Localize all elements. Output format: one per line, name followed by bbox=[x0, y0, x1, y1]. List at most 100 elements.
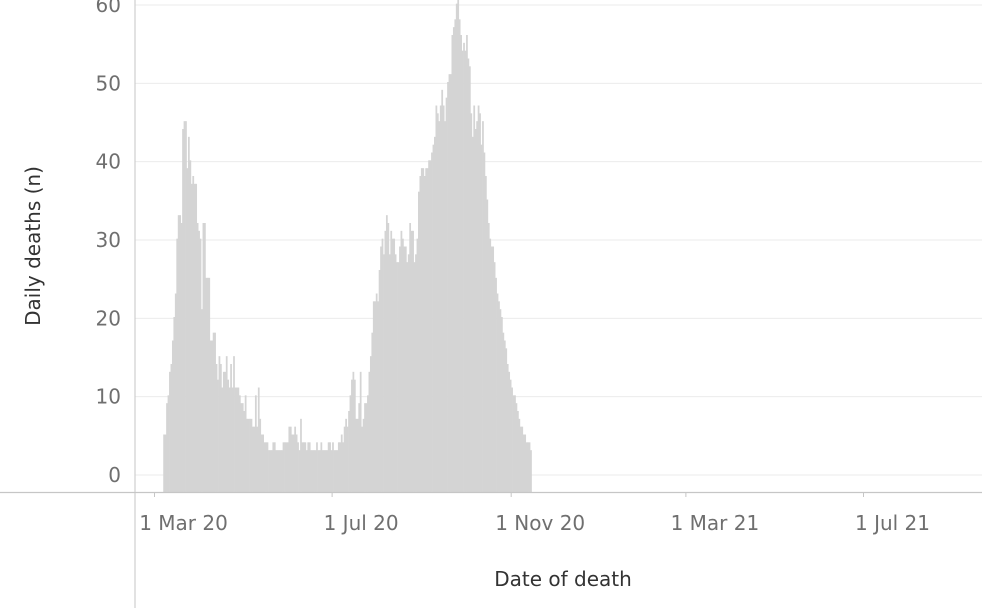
bar bbox=[335, 450, 337, 492]
bar bbox=[480, 144, 483, 493]
bar bbox=[254, 395, 257, 492]
bar bbox=[195, 183, 198, 492]
bar bbox=[237, 387, 240, 492]
bar bbox=[209, 340, 212, 492]
bar bbox=[343, 426, 346, 492]
bar bbox=[317, 450, 320, 492]
bar bbox=[234, 387, 237, 492]
bar bbox=[387, 223, 390, 492]
bar bbox=[238, 395, 241, 492]
bar bbox=[506, 364, 509, 492]
y-axis-title: Daily deaths (n) bbox=[21, 166, 45, 326]
bar bbox=[300, 418, 302, 492]
bar bbox=[436, 113, 439, 492]
bar bbox=[337, 442, 340, 492]
bar bbox=[367, 395, 369, 492]
bar bbox=[326, 450, 329, 492]
bar bbox=[362, 418, 365, 492]
bar bbox=[401, 238, 404, 492]
bar bbox=[301, 442, 304, 492]
bar bbox=[530, 450, 532, 492]
bar bbox=[185, 121, 187, 493]
bar bbox=[514, 395, 516, 492]
bar bbox=[397, 262, 400, 492]
bar bbox=[399, 246, 401, 492]
bar bbox=[471, 136, 474, 492]
bar bbox=[346, 426, 349, 492]
bar bbox=[375, 293, 378, 492]
y-tick-label: 60 bbox=[96, 0, 121, 17]
bar bbox=[340, 434, 343, 492]
bar bbox=[415, 254, 417, 492]
bar bbox=[361, 426, 363, 492]
bar bbox=[447, 82, 449, 492]
bar bbox=[441, 89, 444, 492]
bar bbox=[353, 379, 356, 492]
bar bbox=[486, 199, 489, 492]
bar bbox=[369, 356, 372, 492]
bar bbox=[324, 450, 327, 492]
bar bbox=[294, 426, 297, 492]
bar bbox=[202, 223, 205, 492]
bar bbox=[358, 403, 361, 492]
bar bbox=[528, 442, 531, 492]
bar bbox=[498, 301, 500, 492]
bar bbox=[420, 168, 423, 493]
bar bbox=[502, 332, 505, 492]
bar bbox=[339, 442, 342, 492]
bar bbox=[224, 371, 227, 492]
bar bbox=[250, 418, 253, 492]
bar bbox=[187, 136, 190, 492]
bar bbox=[464, 50, 467, 493]
bar bbox=[218, 356, 221, 492]
bar bbox=[374, 301, 377, 492]
bar bbox=[276, 450, 279, 492]
bar bbox=[189, 160, 192, 492]
bar bbox=[432, 144, 435, 493]
bar bbox=[489, 238, 492, 492]
bar bbox=[492, 246, 495, 492]
bar bbox=[266, 442, 269, 492]
bar bbox=[303, 442, 305, 492]
bar bbox=[385, 215, 388, 493]
bar bbox=[384, 230, 387, 492]
bar bbox=[314, 450, 317, 492]
bar bbox=[372, 301, 375, 492]
bar bbox=[527, 442, 529, 492]
y-tick-label: 0 bbox=[108, 463, 121, 487]
bar bbox=[173, 317, 176, 492]
bar bbox=[198, 230, 200, 492]
bar bbox=[327, 442, 330, 492]
x-axis-title: Date of death bbox=[494, 567, 632, 591]
bar bbox=[345, 418, 347, 492]
y-tick-label: 50 bbox=[96, 71, 121, 95]
x-tick-label: 1 Jul 21 bbox=[855, 511, 930, 535]
bar bbox=[321, 450, 324, 492]
bar bbox=[279, 450, 282, 492]
bars bbox=[163, 0, 532, 493]
bar bbox=[281, 450, 283, 492]
bar bbox=[211, 340, 214, 492]
y-tick-label: 30 bbox=[96, 228, 121, 252]
bar bbox=[310, 450, 313, 492]
bar bbox=[289, 426, 292, 492]
bar bbox=[244, 395, 247, 492]
bar bbox=[307, 442, 310, 492]
bar bbox=[467, 58, 470, 492]
bar bbox=[482, 121, 484, 493]
bar bbox=[265, 442, 267, 492]
bar bbox=[275, 450, 278, 492]
bar bbox=[403, 246, 406, 492]
bar bbox=[342, 442, 345, 492]
bar bbox=[416, 238, 419, 492]
bar bbox=[493, 262, 496, 492]
bar bbox=[316, 442, 318, 492]
bar bbox=[380, 246, 382, 492]
bar bbox=[431, 152, 433, 492]
bar bbox=[205, 277, 208, 492]
bar bbox=[495, 277, 497, 492]
bar bbox=[348, 411, 350, 492]
bar bbox=[183, 121, 186, 493]
bar bbox=[378, 270, 381, 492]
bar bbox=[508, 371, 511, 492]
